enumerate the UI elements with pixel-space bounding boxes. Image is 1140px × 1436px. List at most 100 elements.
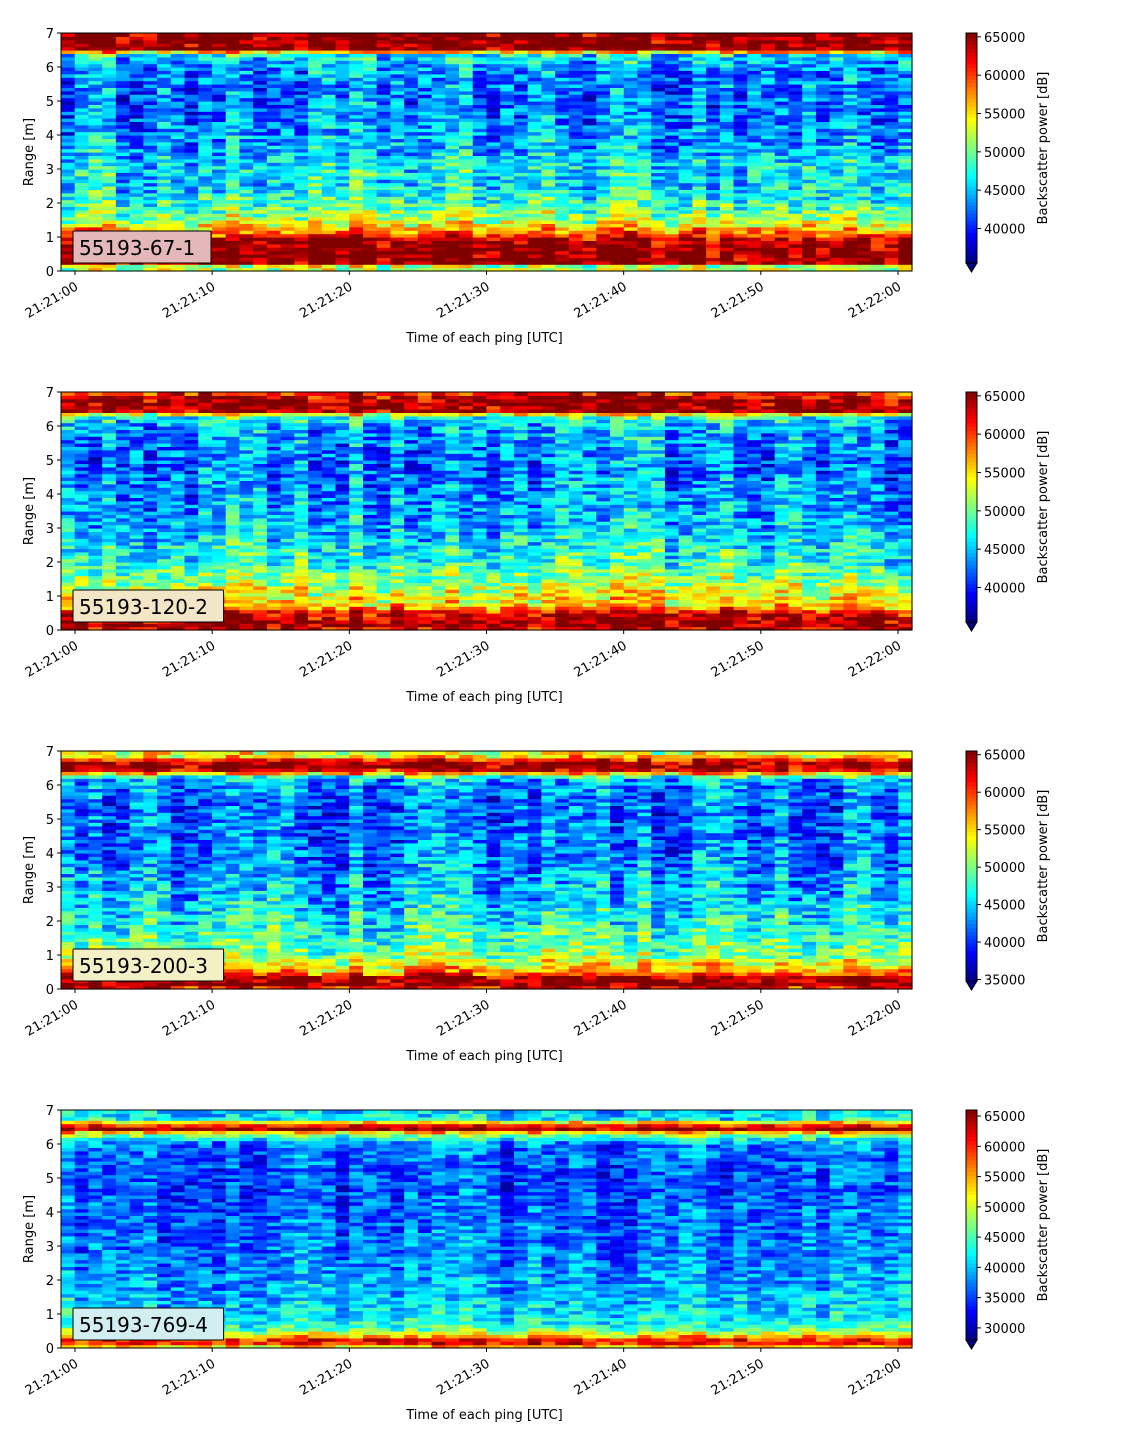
heatmap-cell [527,73,543,78]
heatmap-cell [610,36,625,41]
heatmap-cell [115,497,131,502]
heatmap-cell [761,138,776,143]
heatmap-cell [610,172,625,177]
heatmap-cell [829,97,844,102]
heatmap-cell [815,267,831,272]
heatmap-cell [280,247,295,252]
heatmap-cell [459,73,474,78]
heatmap-cell [637,46,652,51]
heatmap-cell [362,135,378,139]
heatmap-cell [239,203,254,207]
heatmap-cell [308,121,323,126]
heatmap-cell [115,429,131,434]
heatmap-cell [280,138,295,143]
heatmap-cell [308,243,323,248]
heatmap-cell [788,36,803,41]
heatmap-cell [115,131,131,136]
heatmap-cell [733,53,748,58]
heatmap-cell [417,152,433,156]
heatmap-cell [170,220,186,224]
heatmap-cell [500,33,515,37]
heatmap-cell [61,402,76,407]
heatmap-cell [239,179,254,184]
heatmap-cell [459,33,474,37]
heatmap-cell [198,101,213,105]
heatmap-cell [527,67,543,71]
heatmap-cell [486,39,501,44]
heatmap-cell [431,155,446,160]
x-tick-label: 21:21:00 [23,279,81,321]
heatmap-cell [253,101,268,105]
heatmap-cell [541,233,556,238]
heatmap-cell [362,145,378,150]
heatmap-cell [568,107,584,112]
heatmap-cell [664,101,680,105]
heatmap-cell [88,626,103,631]
heatmap-cell [733,155,748,160]
heatmap-cell [417,53,433,58]
heatmap-cell [802,155,817,160]
heatmap-cell [623,175,639,180]
heatmap-cell [102,53,117,58]
heatmap-cell [898,257,913,262]
heatmap-cell [170,46,186,51]
heatmap-cell [678,118,693,122]
heatmap-cell [431,97,446,102]
heatmap-cell [211,87,227,92]
heatmap-cell [253,220,268,224]
heatmap-cell [788,199,803,204]
heatmap-cell [74,267,90,272]
heatmap-cell [541,264,556,269]
heatmap-cell [239,73,254,78]
heatmap-cell [102,111,117,116]
heatmap-cell [459,84,474,88]
heatmap-cell [404,111,419,116]
heatmap-cell [404,63,419,68]
heatmap-cell [774,179,790,184]
heatmap-cell [280,162,295,167]
heatmap-cell [747,240,762,245]
heatmap-cell [102,490,117,495]
heatmap-cell [870,67,886,71]
heatmap-cell [253,189,268,194]
heatmap-cell [225,162,241,167]
heatmap-cell [706,39,721,44]
heatmap-cell [788,152,803,156]
heatmap-cell [88,528,103,532]
heatmap-cell [829,46,844,51]
heatmap-cell [157,145,172,150]
heatmap-cell [239,233,254,238]
heatmap-cell [253,152,268,156]
heatmap-cell [431,53,446,58]
heatmap-cell [102,412,117,417]
heatmap-cell [61,466,76,471]
heatmap-cell [527,250,543,255]
heatmap-cell [390,90,405,95]
heatmap-cell [170,90,186,95]
heatmap-cell [239,254,254,258]
heatmap-cell [376,94,392,99]
heatmap-cell [61,538,76,543]
heatmap-cell [211,131,227,136]
heatmap-cell [349,243,364,248]
heatmap-cell [500,152,515,156]
heatmap-cell [568,94,584,99]
heatmap-cell [390,179,405,184]
heatmap-cell [678,80,693,85]
heatmap-cell [61,483,76,488]
heatmap-cell [541,203,556,207]
heatmap-cell [102,565,117,570]
heatmap-cell [459,60,474,65]
heatmap-cell [390,213,405,218]
heatmap-cell [788,196,803,201]
heatmap-cell [829,128,844,133]
heatmap-cell [431,60,446,65]
heatmap-cell [678,240,693,245]
heatmap-cell [280,33,295,37]
heatmap-cell [582,77,597,82]
heatmap-cell [143,429,158,434]
heatmap-cell [500,257,515,262]
heatmap-cell [445,87,460,92]
heatmap-cell [431,43,446,48]
heatmap-cell [294,233,309,238]
